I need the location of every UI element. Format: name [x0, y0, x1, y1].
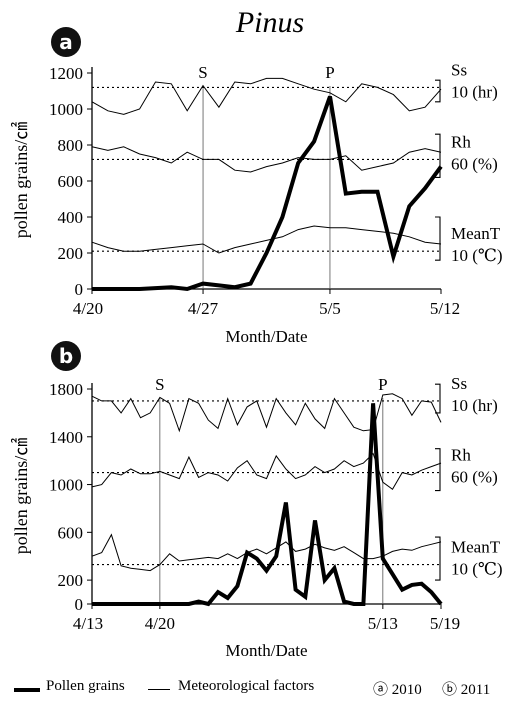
panel-b-x-tick-label: 4/20 [145, 614, 175, 633]
panel-a-marker-label: S [198, 63, 207, 82]
panel-a-y-tick-label: 400 [58, 208, 84, 227]
panel-b-badge [51, 341, 81, 371]
panel-b-series-ss [91, 393, 442, 433]
panel-a-x-tick-label: 5/5 [319, 299, 341, 318]
panel-a-factor-ref: 60 (%) [451, 154, 498, 173]
panel-b-factor-name: Ss [451, 374, 467, 393]
figure-title: Pinus [235, 6, 304, 39]
legend-met-line [148, 689, 170, 690]
panel-a-series-ss [91, 77, 442, 115]
panel-b-y-tick-label: 0 [75, 595, 84, 614]
panel-b-y-tick-label: 200 [58, 571, 84, 590]
panel-b-x-tick-label: 4/13 [73, 614, 103, 633]
panel-b-badge-label: b [59, 344, 73, 368]
panel-a-y-axis-label: pollen grains/㎠ [10, 122, 31, 238]
panel-b-series-rh [91, 452, 442, 491]
legend-pollen-label: Pollen grains [46, 678, 125, 694]
panel-a-y-tick-label: 200 [58, 244, 84, 263]
panel-a-factor-ref: 10 (℃) [451, 246, 503, 265]
panel-a-series-meant [91, 225, 442, 254]
panel-a-y-tick-label: 1200 [49, 64, 83, 83]
panel-b-marker-label: P [378, 375, 387, 394]
panel-a-series-rh [91, 146, 442, 173]
panel-b-bracket [435, 383, 441, 414]
legend-key-2010: ⓐ 2010 [373, 682, 422, 698]
panel-a-badge-label: a [59, 30, 73, 54]
panel-a-series-pollen-grains [92, 95, 443, 292]
panel-b-factor-ref: 10 (℃) [451, 560, 503, 579]
panel-b-factor-ref: 60 (%) [451, 468, 498, 487]
panel-b-x-tick-label: 5/13 [368, 614, 398, 633]
panel-b: b 0 200 600 1000 1400 1800 4/13 4/20 5/13 5/19 Mont… [10, 341, 503, 660]
panel-b-factor-name: MeanT [451, 538, 501, 557]
panel-a-factor-name: Ss [451, 60, 467, 79]
panel-b-y-tick-label: 1400 [49, 428, 83, 447]
panel-b-series-pollen-grains [92, 403, 443, 607]
legend-pollen-line [14, 688, 40, 692]
panel-b-bracket [435, 536, 441, 581]
panel-b-y-axis-label: pollen grains/㎠ [10, 438, 31, 554]
panel-a-x-axis-label: Month/Date [225, 327, 307, 346]
panel-a: a 0 200 400 600 800 1000 1200 4/20 4/27 5/5 5/12 Mon… [10, 27, 503, 346]
panel-a-bracket [435, 216, 441, 261]
panel-a-y-tick-label: 0 [75, 280, 84, 299]
panel-a-y-tick-label: 1000 [49, 100, 83, 119]
legend: Pollen grains Meteorological factors ⓐ 2… [0, 668, 516, 704]
panel-a-y-tick-label: 600 [58, 172, 84, 191]
panel-b-y-tick-label: 1800 [49, 380, 83, 399]
legend-met-label: Meteorological factors [178, 678, 315, 694]
panel-a-marker-label: P [325, 63, 334, 82]
panel-a-x-tick-label: 4/27 [188, 299, 219, 318]
panel-a-factor-ref: 10 (hr) [451, 82, 498, 101]
panel-a-badge [51, 27, 81, 57]
panel-b-x-tick-label: 5/19 [430, 614, 460, 633]
panel-b-series-meant [91, 533, 442, 572]
legend-key-2011: ⓑ 2011 [442, 682, 491, 698]
panel-b-marker-label: S [155, 375, 164, 394]
panel-a-factor-name: Rh [451, 132, 471, 151]
panel-b-factor-ref: 10 (hr) [451, 396, 498, 415]
panel-a-bracket [435, 133, 441, 178]
panel-b-factor-name: Rh [451, 446, 471, 465]
panel-a-factor-name: MeanT [451, 224, 501, 243]
panel-a-y-tick-label: 800 [58, 136, 84, 155]
panel-b-bracket [435, 448, 441, 492]
panel-b-y-tick-label: 1000 [49, 476, 83, 495]
panel-a-x-tick-label: 4/20 [73, 299, 103, 318]
panel-b-y-tick-label: 600 [58, 523, 84, 542]
panel-a-x-tick-label: 5/12 [430, 299, 460, 318]
panel-b-x-axis-label: Month/Date [225, 641, 307, 660]
